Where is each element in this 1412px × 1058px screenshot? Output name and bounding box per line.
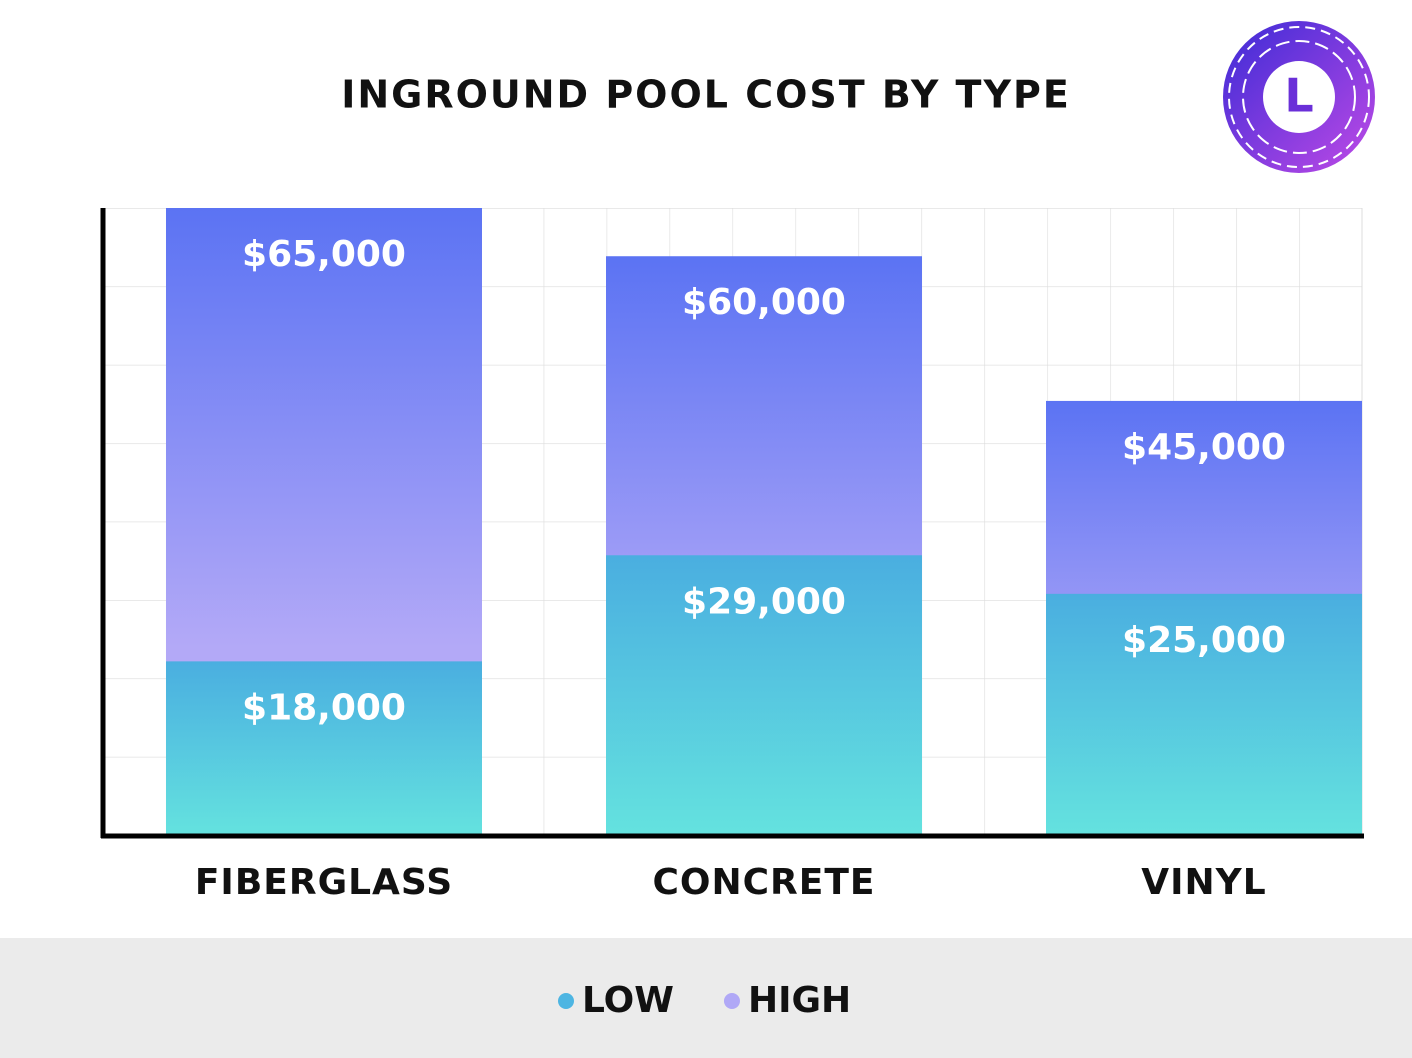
legend-swatch <box>558 993 574 1009</box>
logo-pattern <box>1242 40 1356 154</box>
x-tick-label: FIBERGLASS <box>195 862 453 903</box>
x-tick-label: VINYL <box>1141 862 1266 903</box>
value-label: $65,000 <box>242 234 406 275</box>
value-label: $29,000 <box>682 581 846 622</box>
value-label: $60,000 <box>682 282 846 323</box>
legend: LOW HIGH <box>558 980 851 1021</box>
bar <box>606 555 922 835</box>
value-label: $18,000 <box>242 687 406 728</box>
legend-band <box>0 938 1412 1058</box>
logo-center <box>1263 61 1335 133</box>
legend-swatch <box>723 993 740 1009</box>
logo: L <box>1223 21 1375 173</box>
bar <box>1046 593 1362 835</box>
legend-label: LOW <box>582 980 674 1021</box>
x-tick-label: CONCRETE <box>652 862 875 903</box>
bar <box>166 661 482 835</box>
legend-label: HIGH <box>748 980 851 1021</box>
logo-letter: L <box>1284 69 1313 123</box>
chart-title: INGROUND POOL COST BY TYPE <box>341 73 1071 117</box>
bars: $65,000 $18,000 $60,000 $29,000 $45,000 $25,0… <box>166 208 1362 835</box>
value-label: $45,000 <box>1122 427 1286 468</box>
logo-pattern <box>1228 26 1370 168</box>
value-label: $25,000 <box>1122 620 1286 661</box>
